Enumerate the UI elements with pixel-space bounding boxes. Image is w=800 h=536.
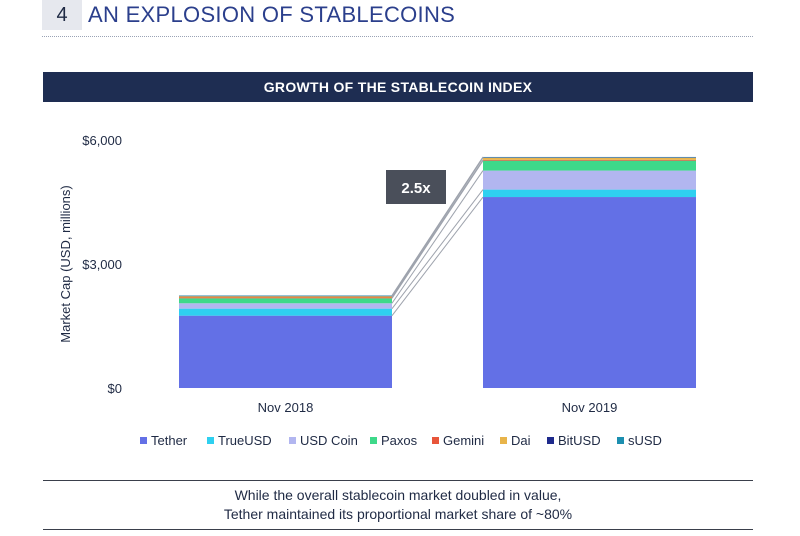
x-tick-label: Nov 2018 (258, 400, 314, 415)
legend-swatch (500, 437, 507, 444)
bar-segment (179, 308, 392, 316)
legend-label: USD Coin (300, 433, 358, 448)
legend-label: Gemini (443, 433, 484, 448)
connector-line (391, 156, 484, 296)
legend-label: TrueUSD (218, 433, 272, 448)
bar-segment (483, 157, 696, 160)
connector-line (391, 196, 484, 316)
bar-segment (483, 159, 696, 161)
caption-line-2: Tether maintained its proportional marke… (223, 506, 573, 522)
bar-segment (179, 297, 392, 299)
stacked-bar-chart: $0 $3,000 $6,000 Market Cap (USD, millions)… (58, 133, 696, 448)
growth-callout-label: 2.5x (401, 180, 431, 197)
legend-label: Dai (511, 433, 531, 448)
legend-swatch (289, 437, 296, 444)
growth-callout-box (386, 170, 446, 204)
legend-label: sUSD (628, 433, 662, 448)
section-title: AN EXPLOSION OF STABLECOINS (88, 2, 456, 27)
bar-segment (179, 296, 392, 298)
y-tick-label: $3,000 (82, 257, 122, 272)
legend-swatch (617, 437, 624, 444)
y-tick-label: $6,000 (82, 133, 122, 148)
y-tick-label: $0 (108, 381, 122, 396)
connector-line (391, 189, 484, 309)
bar-segment (483, 160, 696, 171)
bar-segment (483, 197, 696, 388)
legend-swatch (370, 437, 377, 444)
connector-line (391, 170, 484, 304)
bar-segment (483, 170, 696, 190)
legend-swatch (207, 437, 214, 444)
bar-segment (483, 189, 696, 198)
chart-title: GROWTH OF THE STABLECOIN INDEX (263, 79, 533, 95)
x-tick-label: Nov 2019 (562, 400, 618, 415)
legend-swatch (140, 437, 147, 444)
legend-swatch (432, 437, 439, 444)
section-header: 4 AN EXPLOSION OF STABLECOINS (42, 0, 753, 37)
legend-label: Tether (151, 433, 188, 448)
bar-segment (179, 298, 392, 304)
connector-line (391, 159, 484, 298)
y-axis-title: Market Cap (USD, millions) (58, 185, 73, 342)
legend-swatch (547, 437, 554, 444)
legend-label: BitUSD (558, 433, 601, 448)
caption-line-1: While the overall stablecoin market doub… (234, 487, 562, 503)
chart-banner: GROWTH OF THE STABLECOIN INDEX (43, 72, 753, 102)
bar-segment (179, 315, 392, 388)
bar-segment (179, 303, 392, 309)
caption-box: While the overall stablecoin market doub… (43, 480, 753, 530)
legend-label: Paxos (381, 433, 418, 448)
section-number: 4 (42, 0, 82, 30)
